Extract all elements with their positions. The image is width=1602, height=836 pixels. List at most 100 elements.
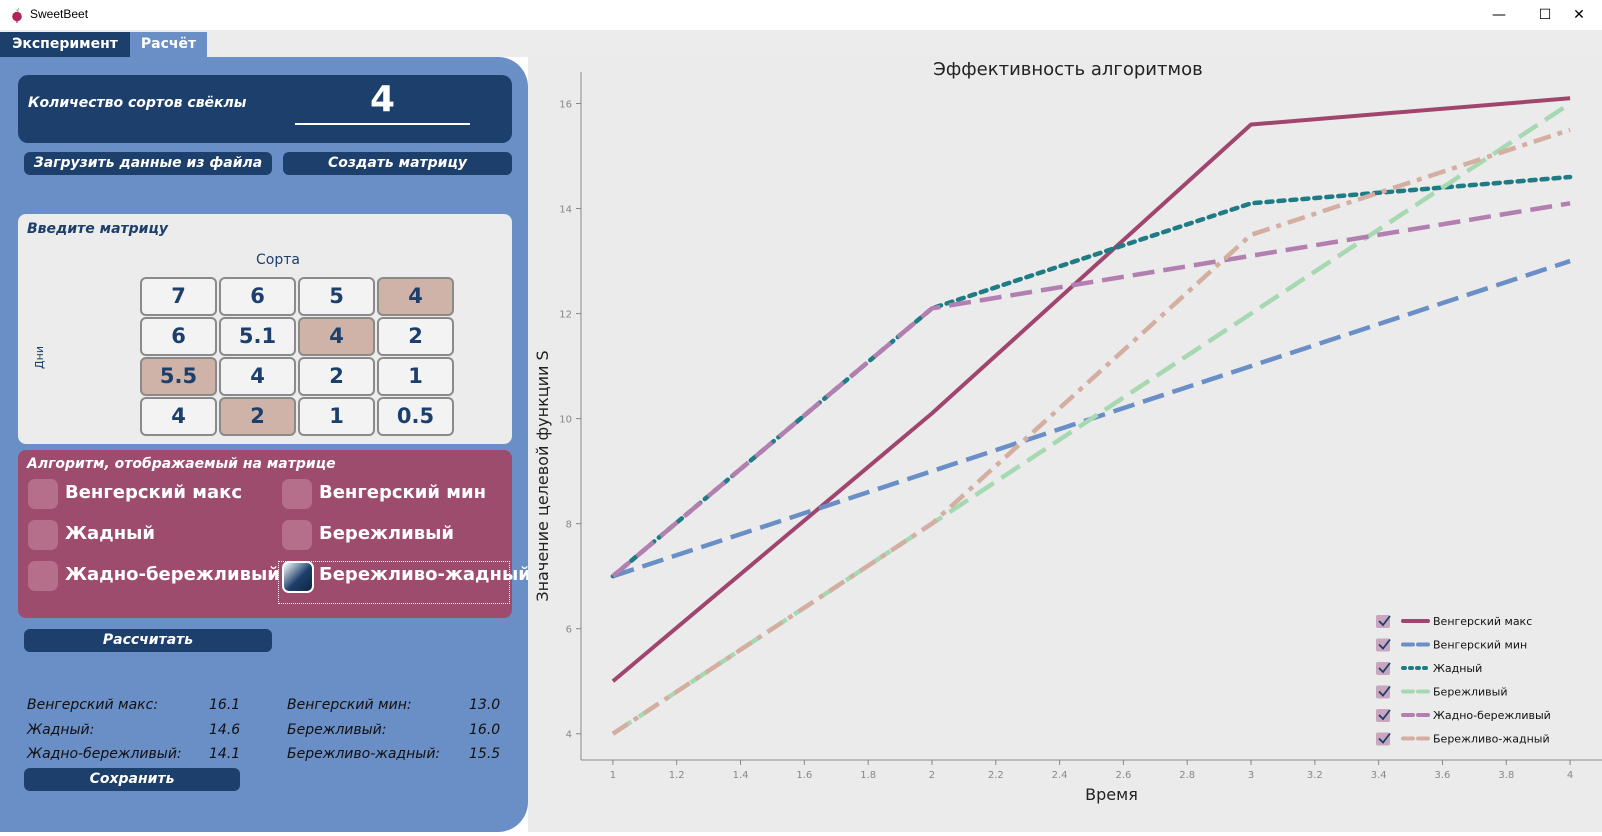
legend-checkbox-3 <box>1376 685 1390 699</box>
x-tick-label: 3.6 <box>1435 770 1451 781</box>
y-tick-label: 8 <box>566 520 572 531</box>
legend-check-icon-2 <box>1378 662 1391 674</box>
result-thrifty-greedy-label: Бережливо-жадный: <box>287 746 441 762</box>
series-line-4 <box>611 201 1571 578</box>
matrix-cell-r3-c2[interactable]: 4 <box>219 357 296 396</box>
create-matrix-button[interactable]: Создать матрицу <box>283 152 512 175</box>
x-tick-label: 3 <box>1248 770 1254 781</box>
x-tick-label: 1.2 <box>669 770 685 781</box>
y-axis-label: Значение целевой функции S <box>533 350 552 601</box>
matrix-cell-r3-c1[interactable]: 5.5 <box>140 357 217 396</box>
matrix-cell-r4-c2[interactable]: 2 <box>219 397 296 436</box>
radio-thrifty[interactable] <box>282 520 312 550</box>
radio-greedy-thrifty-label[interactable]: Жадно-бережливый <box>65 564 280 585</box>
radio-thrifty-greedy[interactable] <box>282 561 314 593</box>
matrix-card: Введите матрицу Сорта Дни 7 6 5 4 6 5.1 … <box>18 214 512 444</box>
matrix-cell-r2-c1[interactable]: 6 <box>140 317 217 356</box>
beet-count-label: Количество сортов свёклы <box>28 95 247 111</box>
x-tick-label: 2.4 <box>1052 770 1068 781</box>
radio-hungarian-min-label[interactable]: Венгерский мин <box>319 482 487 503</box>
matrix-cell-r3-c3[interactable]: 2 <box>298 357 375 396</box>
legend-check-icon-4 <box>1378 709 1391 721</box>
maximize-icon: ☐ <box>1538 7 1552 23</box>
legend-checkbox-1 <box>1376 638 1390 652</box>
tab-bar: Эксперимент Расчёт <box>0 30 1602 57</box>
series-line-0 <box>611 96 1571 683</box>
legend-checkbox-2 <box>1376 662 1390 675</box>
legend-checkbox-5 <box>1376 732 1390 746</box>
legend-check-icon-1 <box>1378 638 1391 650</box>
x-axis-label: Время <box>1085 785 1138 804</box>
load-file-button[interactable]: Загрузить данные из файла <box>24 152 272 175</box>
matrix-title: Введите матрицу <box>27 221 168 237</box>
x-tick-label: 2.8 <box>1179 770 1195 781</box>
legend-check-icon-0 <box>1378 615 1391 627</box>
matrix-columns-label: Сорта <box>256 252 300 268</box>
radio-greedy-label[interactable]: Жадный <box>65 523 156 544</box>
y-tick-label: 10 <box>559 415 572 426</box>
radio-greedy-thrifty[interactable] <box>28 561 58 591</box>
result-hungarian-max-value: 16.1 <box>209 697 241 713</box>
tab-experiment[interactable]: Эксперимент <box>0 32 130 57</box>
x-tick-label: 3.8 <box>1498 770 1514 781</box>
legend-label-5: Бережливо-жадный <box>1433 733 1550 746</box>
result-greedy-value: 14.6 <box>209 722 241 738</box>
matrix-cell-r2-c3[interactable]: 4 <box>298 317 375 356</box>
algorithm-selector-title: Алгоритм, отображаемый на матрице <box>27 456 336 472</box>
save-button[interactable]: Сохранить <box>24 768 240 791</box>
legend-label-2: Жадный <box>1433 662 1482 675</box>
radio-hungarian-max-label[interactable]: Венгерский макс <box>65 482 242 503</box>
series-line-2 <box>610 174 1573 579</box>
legend-check-icon-5 <box>1378 732 1391 744</box>
x-tick-label: 1.6 <box>796 770 812 781</box>
efficiency-chart: Эффективность алгоритмов 1 1.2 1.4 1.6 1.8 2 2.… <box>533 59 1602 804</box>
matrix-cell-r1-c3[interactable]: 5 <box>298 277 375 316</box>
x-tick-label: 1.4 <box>733 770 749 781</box>
matrix-cell-r4-c1[interactable]: 4 <box>140 397 217 436</box>
x-tick-label: 4 <box>1567 770 1573 781</box>
matrix-cell-r3-c4[interactable]: 1 <box>377 357 454 396</box>
x-tick-label: 2 <box>929 770 935 781</box>
radio-greedy[interactable] <box>28 520 58 550</box>
beet-count-card: Количество сортов свёклы 4 <box>18 75 512 143</box>
legend-label-0: Венгерский макс <box>1433 615 1532 628</box>
matrix-cell-r1-c1[interactable]: 7 <box>140 277 217 316</box>
y-tick-label: 12 <box>559 310 572 321</box>
result-greedy-thrifty-label: Жадно-бережливый: <box>27 746 182 762</box>
x-tick-label: 3.2 <box>1307 770 1323 781</box>
legend-check-icon-3 <box>1378 685 1391 697</box>
legend-checkbox-0 <box>1376 615 1390 628</box>
chart-title: Эффективность алгоритмов <box>933 59 1202 80</box>
matrix-cell-r4-c3[interactable]: 1 <box>298 397 375 436</box>
legend-checkbox-4 <box>1376 709 1390 722</box>
result-hungarian-max-label: Венгерский макс: <box>27 697 159 713</box>
close-button[interactable]: ✕ <box>1556 0 1602 30</box>
y-tick-label: 14 <box>559 205 572 216</box>
y-tick-label: 4 <box>566 730 572 741</box>
minimize-button[interactable]: — <box>1476 0 1522 30</box>
matrix-rows-label: Дни <box>32 346 46 369</box>
radio-hungarian-min[interactable] <box>282 479 312 509</box>
tab-calculation[interactable]: Расчёт <box>130 32 207 57</box>
calculate-button[interactable]: Рассчитать <box>24 629 272 652</box>
radio-thrifty-label[interactable]: Бережливый <box>319 523 455 544</box>
close-icon: ✕ <box>1573 7 1585 23</box>
result-thrifty-greedy-value: 15.5 <box>469 746 501 762</box>
matrix-cell-r2-c4[interactable]: 2 <box>377 317 454 356</box>
legend-label-3: Бережливый <box>1433 686 1507 699</box>
x-tick-label: 2.2 <box>988 770 1004 781</box>
window-title: SweetBeet <box>30 7 89 21</box>
series-line-3 <box>611 101 1572 736</box>
matrix-cell-r1-c4[interactable]: 4 <box>377 277 454 316</box>
series-line-5 <box>611 127 1571 736</box>
maximize-button[interactable]: ☐ <box>1522 0 1568 30</box>
x-tick-label: 2.6 <box>1115 770 1131 781</box>
radio-thrifty-greedy-label[interactable]: Бережливо-жадный <box>319 564 531 585</box>
radio-hungarian-max[interactable] <box>28 479 58 509</box>
matrix-cell-r2-c2[interactable]: 5.1 <box>219 317 296 356</box>
matrix-cell-r4-c4[interactable]: 0.5 <box>377 397 454 436</box>
result-thrifty-label: Бережливый: <box>287 722 387 738</box>
algorithm-selector-card: Алгоритм, отображаемый на матрице Венгер… <box>18 450 531 618</box>
beet-count-input[interactable]: 4 <box>295 77 470 125</box>
matrix-cell-r1-c2[interactable]: 6 <box>219 277 296 316</box>
